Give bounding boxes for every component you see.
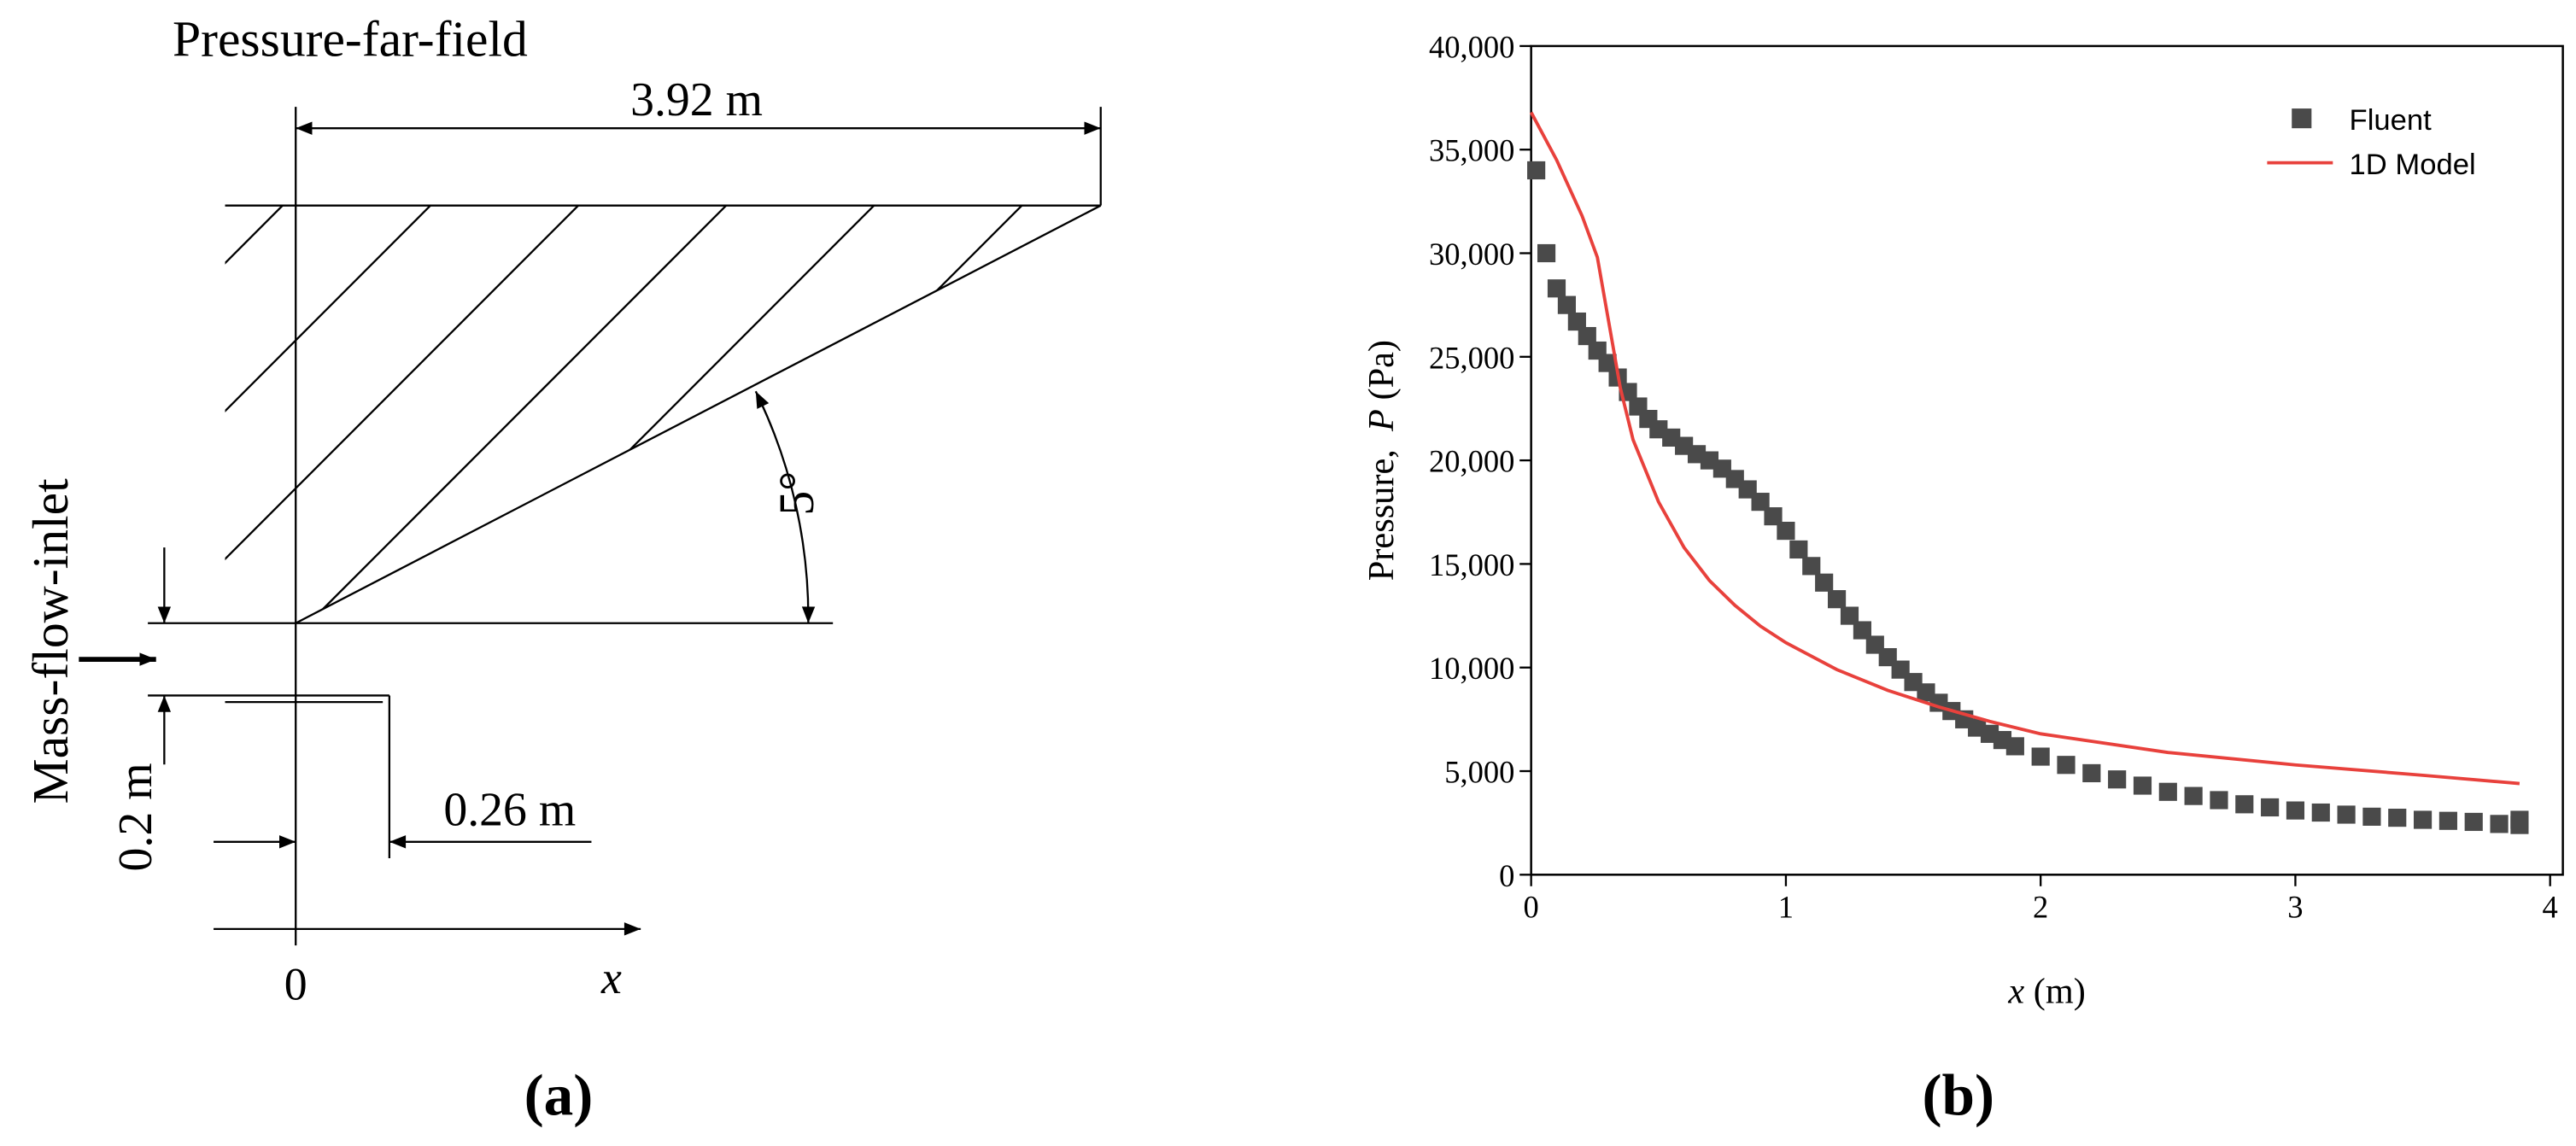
x-tick-label: 3 bbox=[2287, 889, 2303, 924]
y-tick-label: 20,000 bbox=[1429, 444, 1514, 479]
data-point bbox=[2235, 795, 2254, 814]
y-axis-label-part: (Pa) bbox=[1361, 340, 1402, 409]
data-point bbox=[2490, 815, 2509, 833]
inlet-label: Mass-flow-inlet bbox=[22, 478, 79, 804]
data-point bbox=[2031, 747, 2050, 766]
boundary bbox=[295, 204, 1102, 624]
data-point bbox=[2510, 810, 2529, 829]
data-point bbox=[1567, 312, 1586, 331]
width-label: 0.26 m bbox=[443, 784, 576, 837]
data-point bbox=[1815, 573, 1834, 592]
data-point bbox=[1828, 590, 1847, 609]
data-point bbox=[2337, 805, 2356, 824]
data-point bbox=[2261, 798, 2280, 817]
y-axis-label: Pressure, P (Pa) bbox=[1361, 340, 1402, 581]
legend-marker bbox=[2292, 108, 2312, 129]
legend-label: Fluent bbox=[2350, 104, 2433, 137]
data-point bbox=[1853, 621, 1871, 640]
data-point bbox=[1527, 161, 1546, 180]
panel-label: (b) bbox=[1922, 1061, 1994, 1127]
x-tick-label: 0 bbox=[1524, 889, 1539, 924]
far-field-label: Pressure-far-field bbox=[173, 10, 528, 67]
data-point bbox=[1840, 606, 1859, 625]
x-tick-label: 2 bbox=[2033, 889, 2048, 924]
hatch-line bbox=[380, 205, 875, 623]
y-axis-label-part: P bbox=[1361, 409, 1402, 432]
x-axis-label-part: (m) bbox=[2024, 971, 2086, 1011]
data-point bbox=[2362, 807, 2381, 826]
data-point bbox=[1789, 540, 1808, 559]
data-point bbox=[2438, 811, 2457, 830]
y-tick-label: 10,000 bbox=[1429, 651, 1514, 686]
y-axis-label-part: Pressure, bbox=[1361, 431, 1402, 581]
data-point bbox=[1802, 557, 1821, 576]
data-point bbox=[2005, 737, 2024, 756]
data-point bbox=[1751, 493, 1770, 512]
y-tick-label: 40,000 bbox=[1429, 29, 1514, 64]
data-point bbox=[2413, 810, 2433, 829]
data-point bbox=[2464, 812, 2483, 832]
chart: 0 1 2 3 4 0 5,000 10,000 15,000 20,000 25,000 30,00… bbox=[1361, 29, 2564, 1011]
data-point bbox=[1547, 279, 1566, 298]
data-point bbox=[1578, 326, 1596, 346]
data-point bbox=[1598, 354, 1617, 372]
x-tick-label: 1 bbox=[1778, 889, 1794, 924]
legend-label: 1D Model bbox=[2350, 149, 2476, 181]
height-label: 0.2 m bbox=[109, 763, 162, 871]
data-line bbox=[1529, 111, 2520, 786]
data-point bbox=[2158, 782, 2177, 801]
data-point bbox=[1777, 522, 1795, 541]
y-tick-label: 0 bbox=[1499, 858, 1514, 893]
x-axis-label: x (m) bbox=[2007, 971, 2085, 1011]
data-point bbox=[2133, 776, 2152, 795]
y-tick-label: 35,000 bbox=[1429, 133, 1514, 168]
data-point bbox=[2311, 803, 2330, 822]
y-tick-label: 15,000 bbox=[1429, 547, 1514, 582]
data-point bbox=[2388, 809, 2407, 827]
hatching bbox=[225, 205, 1023, 623]
hatch-line bbox=[225, 205, 579, 623]
diagram: Pressure-far-field 3.92 m 5° Mass-flow-i… bbox=[22, 10, 1102, 1010]
data-point bbox=[1764, 507, 1783, 526]
origin-label: 0 bbox=[284, 959, 307, 1010]
hatch-line bbox=[225, 205, 431, 623]
y-tick-label: 30,000 bbox=[1429, 237, 1514, 272]
data-point bbox=[2057, 756, 2075, 775]
x-axis-label-part: x bbox=[2007, 971, 2024, 1011]
angle-arc bbox=[754, 390, 816, 623]
hatch-line bbox=[232, 205, 727, 623]
length-label: 3.92 m bbox=[630, 73, 763, 126]
data-point bbox=[2108, 770, 2127, 789]
axis-label: x bbox=[600, 952, 622, 1003]
data-point bbox=[2082, 763, 2101, 783]
y-tick-label: 5,000 bbox=[1444, 754, 1514, 789]
data-point bbox=[1557, 295, 1577, 314]
data-point bbox=[2210, 791, 2228, 810]
hatch-line bbox=[528, 205, 1023, 623]
data-point bbox=[1537, 243, 1556, 263]
panel-label: (a) bbox=[524, 1061, 594, 1127]
angle-label: 5° bbox=[770, 471, 824, 516]
data-point bbox=[2184, 786, 2203, 805]
data-point bbox=[2286, 801, 2305, 820]
y-tick-label: 25,000 bbox=[1429, 340, 1514, 375]
x-tick-label: 4 bbox=[2543, 889, 2558, 924]
